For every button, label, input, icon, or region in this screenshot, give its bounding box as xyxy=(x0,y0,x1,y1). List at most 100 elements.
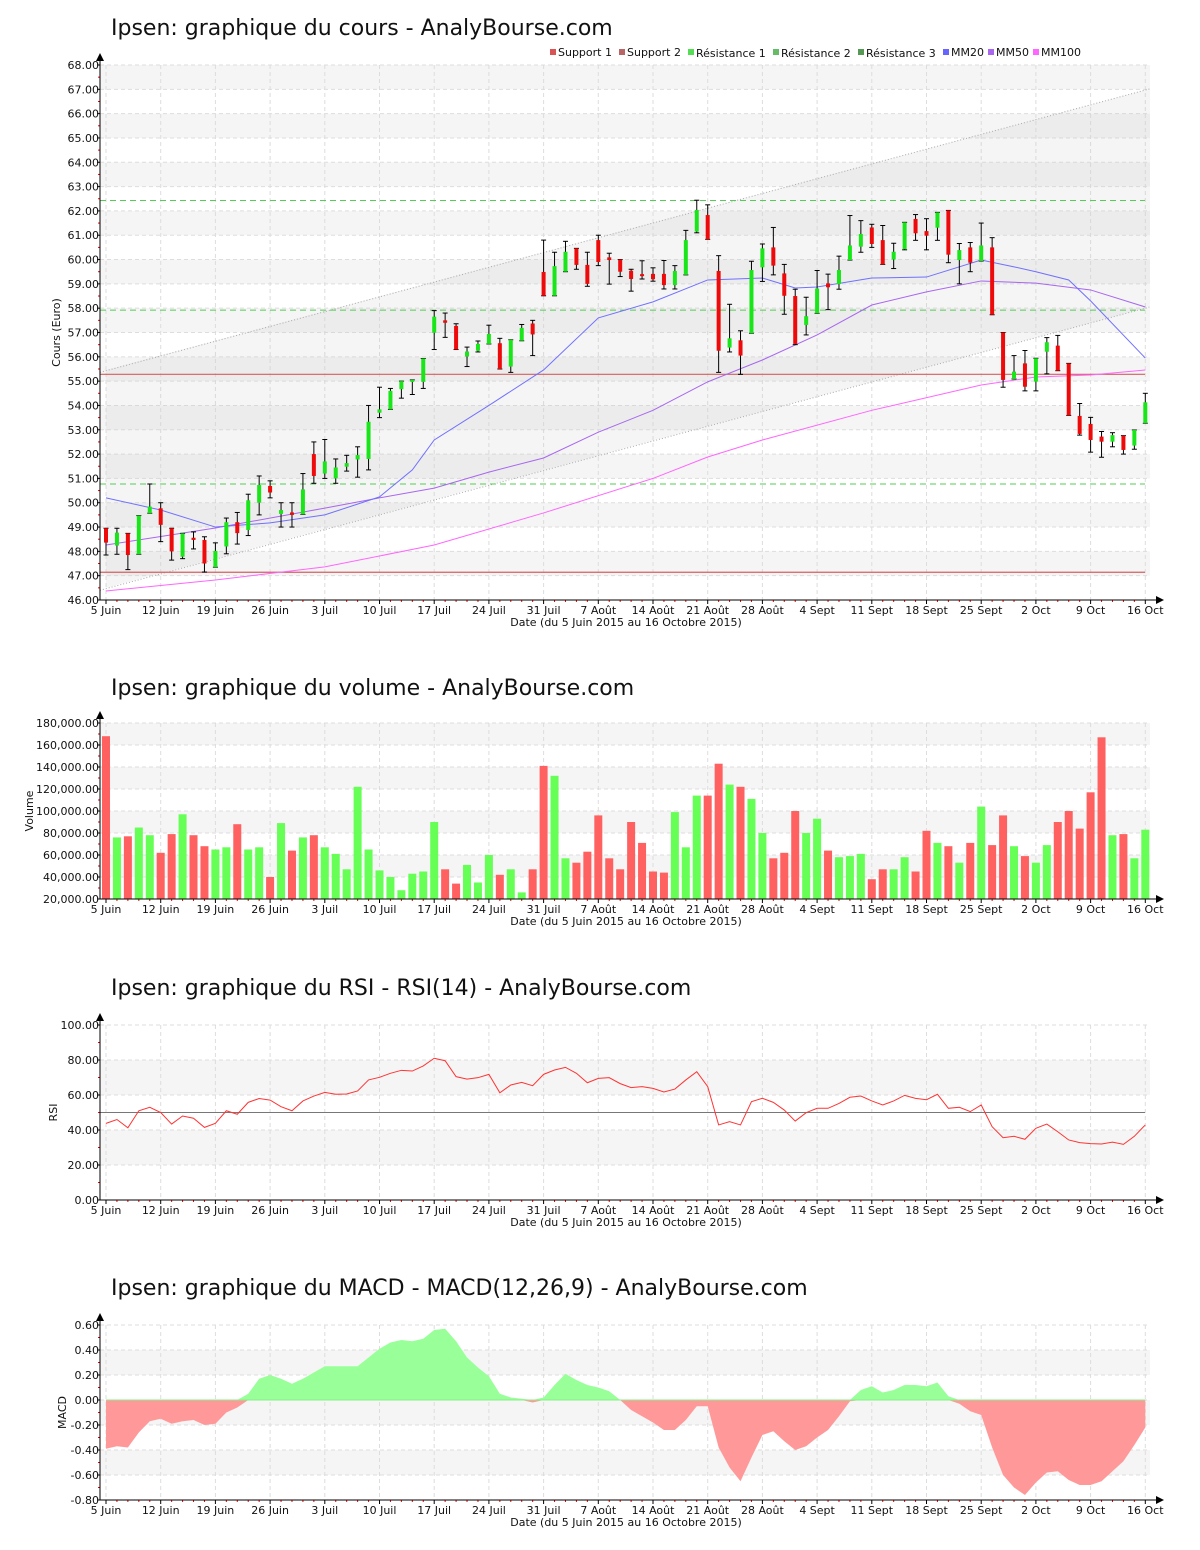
y-tick-label: 20,000.00 xyxy=(43,893,99,906)
candle-body xyxy=(880,240,885,265)
volume-bar xyxy=(659,872,668,899)
candle-body xyxy=(760,248,765,268)
candle-body xyxy=(1022,363,1027,387)
candle-body xyxy=(454,325,459,350)
y-tick-label: 0.40 xyxy=(75,1344,100,1357)
x-tick-label: 31 Juil xyxy=(527,903,561,916)
candle-up xyxy=(278,502,284,528)
candle-down xyxy=(1066,362,1072,416)
volume-bar xyxy=(736,786,745,899)
candle-body xyxy=(1121,435,1126,450)
y-tick-label: 57.00 xyxy=(68,327,100,340)
candle-up xyxy=(759,243,765,282)
volume-bar xyxy=(539,765,548,899)
volume-bar xyxy=(988,845,997,899)
y-tick-label: 0.00 xyxy=(75,1394,100,1407)
grid-band xyxy=(100,811,1150,833)
candle-body xyxy=(683,240,688,275)
candle-body xyxy=(1132,430,1137,446)
candle-body xyxy=(300,489,305,515)
volume-bar xyxy=(1031,862,1040,899)
candle-up xyxy=(398,380,404,399)
candle-body xyxy=(125,533,130,556)
y-tick-label: 80,000.00 xyxy=(43,827,99,840)
volume-bar xyxy=(1097,737,1106,899)
grid-band xyxy=(100,259,1150,284)
candle-down xyxy=(924,218,929,251)
volume-bar xyxy=(320,847,329,899)
y-tick-label: 62.00 xyxy=(68,205,100,218)
candle-body xyxy=(410,379,415,382)
volume-bar xyxy=(473,882,482,899)
legend-item: Support 2 xyxy=(619,46,681,59)
volume-bar xyxy=(1042,845,1051,899)
volume-bar xyxy=(649,871,657,899)
candle-body xyxy=(782,273,787,296)
x-axis-arrow-icon xyxy=(1156,1496,1164,1504)
volume-bar xyxy=(353,786,362,899)
x-tick-label: 16 Oct xyxy=(1127,903,1164,916)
candle-down xyxy=(201,536,207,573)
candle-body xyxy=(421,358,426,382)
x-tick-label: 11 Sept xyxy=(851,604,894,617)
candle-up xyxy=(256,475,262,516)
candle-up xyxy=(136,515,142,555)
candle-up xyxy=(1131,429,1137,450)
candle-body xyxy=(804,316,809,325)
x-tick-label: 12 Juin xyxy=(142,1504,180,1517)
volume-bar xyxy=(583,851,592,899)
volume-bar xyxy=(255,847,264,899)
candle-body xyxy=(289,512,294,515)
x-tick-label: 18 Sept xyxy=(905,1204,948,1217)
candle-body xyxy=(607,257,612,261)
volume-bar xyxy=(463,864,472,899)
candle-down xyxy=(267,480,273,499)
y-tick-label: 65.00 xyxy=(68,132,100,145)
candle-up xyxy=(748,260,754,334)
x-tick-label: 9 Oct xyxy=(1076,903,1106,916)
candle-down xyxy=(442,312,448,338)
y-tick-label: 64.00 xyxy=(68,156,100,169)
x-tick-label: 25 Sept xyxy=(960,903,1003,916)
x-tick-label: 11 Sept xyxy=(851,1204,894,1217)
volume-bar xyxy=(714,763,723,899)
volume-bar xyxy=(605,858,614,899)
candle-up xyxy=(891,242,897,270)
x-tick-label: 10 Juil xyxy=(363,1204,397,1217)
x-tick-label: 19 Juin xyxy=(197,1204,235,1217)
grid-band xyxy=(100,1130,1150,1165)
y-tick-label: 0.00 xyxy=(75,1194,100,1207)
y-tick-label: 66.00 xyxy=(68,108,100,121)
grid-band xyxy=(100,551,1150,576)
volume-bar xyxy=(298,837,307,899)
x-tick-label: 9 Oct xyxy=(1076,604,1106,617)
x-tick-label: 21 Août xyxy=(686,1504,730,1517)
candle-body xyxy=(377,409,382,413)
x-tick-label: 5 Juin xyxy=(91,604,122,617)
candle-up xyxy=(180,532,186,560)
x-tick-label: 28 Août xyxy=(741,903,785,916)
volume-bar xyxy=(452,883,461,899)
x-tick-label: 2 Oct xyxy=(1021,1504,1051,1517)
volume-bar xyxy=(878,869,887,899)
candle-body xyxy=(136,515,141,555)
trend-channel-lower-line xyxy=(99,306,1151,591)
candle-body xyxy=(552,266,557,296)
candle-body xyxy=(1099,436,1104,442)
y-tick-label: -0.80 xyxy=(71,1494,99,1507)
x-tick-label: 3 Juil xyxy=(311,604,338,617)
candle-body xyxy=(508,339,513,367)
y-tick-label: 50.00 xyxy=(68,497,100,510)
x-tick-label: 28 Août xyxy=(741,1204,785,1217)
x-tick-label: 14 Août xyxy=(632,1204,676,1217)
volume-bar xyxy=(211,849,220,899)
candle-body xyxy=(541,271,546,296)
candle-down xyxy=(530,319,536,357)
y-tick-label: 61.00 xyxy=(68,229,100,242)
candle-body xyxy=(169,528,174,552)
y-axis-label: Cours (Euro) xyxy=(50,298,63,367)
candle-down xyxy=(989,237,995,316)
x-tick-label: 7 Août xyxy=(580,604,617,617)
volume-bar xyxy=(1130,858,1139,899)
candle-up xyxy=(431,310,437,351)
